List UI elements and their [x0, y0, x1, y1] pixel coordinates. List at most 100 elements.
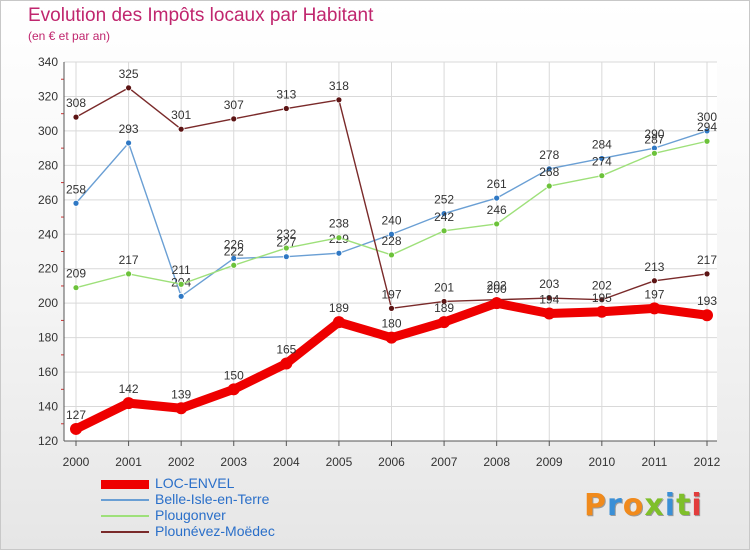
- data-point: [440, 298, 448, 305]
- x-tick-label: 2000: [63, 455, 90, 469]
- data-point: [440, 210, 448, 218]
- data-label: 301: [171, 108, 191, 122]
- data-label: 242: [434, 210, 454, 224]
- data-point: [177, 292, 185, 300]
- data-label: 197: [644, 287, 664, 301]
- data-point: [125, 139, 132, 147]
- data-point: [598, 155, 606, 162]
- data-label: 300: [697, 110, 717, 124]
- data-label: 227: [276, 236, 296, 250]
- data-point: [177, 125, 185, 133]
- data-label: 195: [592, 291, 612, 305]
- data-label: 313: [276, 88, 296, 102]
- data-label: 222: [224, 244, 244, 258]
- data-label: 203: [539, 277, 559, 291]
- data-point: [72, 113, 80, 121]
- x-tick-label: 2002: [168, 455, 195, 469]
- data-label: 213: [644, 260, 664, 274]
- data-label: 278: [539, 148, 559, 162]
- data-point: [125, 84, 132, 92]
- data-label: 294: [697, 120, 717, 134]
- x-tick-label: 2001: [115, 455, 142, 469]
- data-point: [598, 296, 606, 304]
- x-tick-label: 2005: [326, 455, 353, 469]
- data-point: [175, 402, 188, 415]
- y-tick-label: 240: [38, 227, 58, 241]
- y-tick-label: 340: [38, 55, 58, 69]
- data-label: 318: [329, 79, 349, 93]
- data-point: [282, 105, 290, 112]
- legend-label: Plounévez-Moëdec: [155, 523, 275, 539]
- data-point: [72, 284, 80, 292]
- data-point: [648, 302, 661, 315]
- data-point: [230, 115, 238, 123]
- x-tick-label: 2008: [483, 455, 510, 469]
- data-label: 261: [487, 177, 507, 191]
- plot-area: [64, 62, 717, 441]
- data-label: 127: [66, 408, 86, 422]
- data-point: [543, 307, 556, 320]
- data-label: 268: [539, 165, 559, 179]
- data-point: [490, 297, 503, 310]
- data-label: 274: [592, 155, 612, 169]
- data-label: 228: [381, 234, 401, 248]
- chart-subtitle: (en € et par an): [28, 29, 111, 43]
- data-point: [440, 227, 448, 235]
- data-label: 189: [434, 301, 454, 315]
- data-point: [177, 280, 185, 288]
- data-label: 284: [592, 137, 612, 151]
- data-point: [388, 230, 395, 238]
- y-tick-label: 220: [38, 262, 58, 276]
- data-label: 232: [276, 227, 296, 241]
- legend-label: Belle-Isle-en-Terre: [155, 491, 270, 507]
- x-tick-label: 2006: [378, 455, 405, 469]
- x-tick-label: 2012: [694, 455, 721, 469]
- data-label: 202: [487, 279, 507, 293]
- data-point: [332, 316, 345, 329]
- data-point: [230, 254, 238, 262]
- x-tick-label: 2011: [642, 455, 668, 469]
- data-label: 308: [66, 96, 86, 110]
- data-point: [335, 234, 343, 242]
- data-label: 197: [381, 287, 401, 301]
- data-point: [651, 277, 658, 285]
- y-tick-label: 280: [38, 158, 58, 172]
- data-label: 240: [381, 213, 401, 227]
- data-label: 246: [487, 203, 507, 217]
- data-point: [335, 96, 343, 104]
- y-tick-label: 320: [38, 89, 58, 103]
- legend-swatch: [101, 515, 149, 517]
- data-label: 189: [329, 301, 349, 315]
- data-point: [227, 383, 240, 396]
- y-tick-label: 200: [38, 296, 58, 310]
- data-label: 200: [487, 282, 507, 296]
- data-label: 287: [644, 132, 664, 146]
- data-label: 211: [172, 263, 191, 277]
- x-tick-label: 2004: [273, 455, 300, 469]
- data-label: 193: [697, 294, 717, 308]
- data-label: 201: [434, 280, 454, 294]
- data-label: 194: [539, 293, 559, 307]
- data-label: 293: [119, 122, 139, 136]
- data-point: [651, 149, 658, 157]
- data-label: 252: [434, 193, 454, 207]
- legend-swatch: [101, 479, 149, 489]
- data-point: [70, 422, 82, 435]
- data-label: 139: [171, 387, 191, 401]
- data-point: [280, 357, 293, 370]
- data-point: [385, 331, 398, 344]
- data-point: [595, 305, 608, 318]
- chart-title: Evolution des Impôts locaux par Habitant: [28, 5, 374, 26]
- data-label: 180: [381, 317, 401, 331]
- data-point: [388, 251, 395, 259]
- y-tick-label: 140: [38, 400, 58, 414]
- data-point: [388, 304, 395, 312]
- data-point: [282, 244, 290, 252]
- y-tick-label: 180: [38, 331, 58, 345]
- data-point: [72, 199, 80, 207]
- y-tick-label: 120: [38, 434, 58, 448]
- legend-label: Plougonver: [155, 507, 226, 523]
- data-label: 217: [119, 253, 139, 267]
- proxiti-logo: Proxiti: [584, 488, 703, 523]
